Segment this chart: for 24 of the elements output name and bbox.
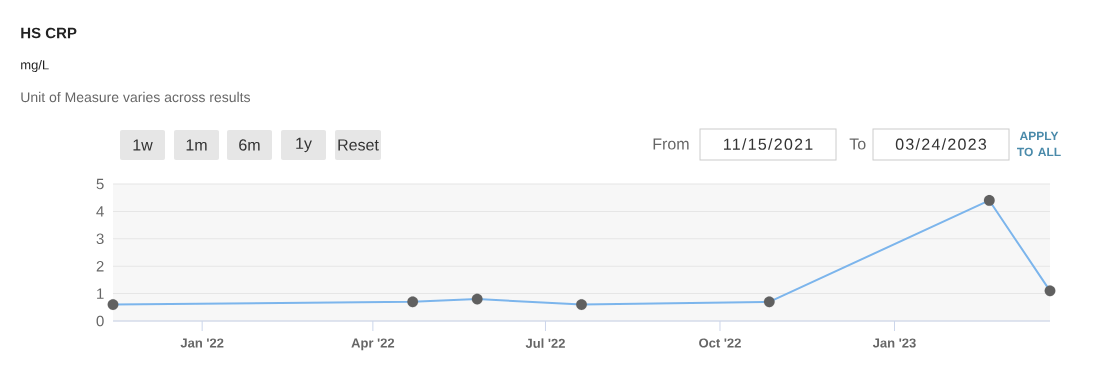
y-tick-label: 1 bbox=[97, 288, 104, 299]
x-tick-label: Jul '22 bbox=[525, 338, 565, 348]
x-tick-label: Oct '22 bbox=[699, 338, 741, 348]
text: 03/24/2023 bbox=[895, 138, 987, 150]
y-tick-label: 4 bbox=[96, 206, 104, 217]
chart-subtitle: mg/L bbox=[21, 59, 49, 73]
text: APPLY TO ALL bbox=[1017, 131, 1061, 157]
y-tick-label: 0 bbox=[96, 315, 104, 327]
text: Reset bbox=[338, 139, 379, 151]
x-tick-label: Jan '23 bbox=[872, 338, 916, 348]
text: 11/15/2021 bbox=[724, 138, 813, 150]
x-tick-label: Jan '22 bbox=[180, 338, 224, 348]
text: 1y bbox=[296, 137, 312, 153]
y-tick-label: 2 bbox=[96, 260, 104, 272]
y-tick-label: 3 bbox=[96, 233, 104, 245]
chart-title: HS CRP bbox=[21, 27, 77, 39]
text: To bbox=[849, 138, 866, 150]
text: 6m bbox=[239, 139, 260, 151]
y-tick-label: 5 bbox=[96, 178, 104, 190]
x-tick-label: Apr '22 bbox=[351, 338, 395, 351]
text: From bbox=[653, 138, 689, 150]
text: Unit of Measure varies across results bbox=[21, 91, 251, 103]
text: 1m bbox=[186, 139, 207, 151]
text: 1w bbox=[133, 139, 153, 151]
